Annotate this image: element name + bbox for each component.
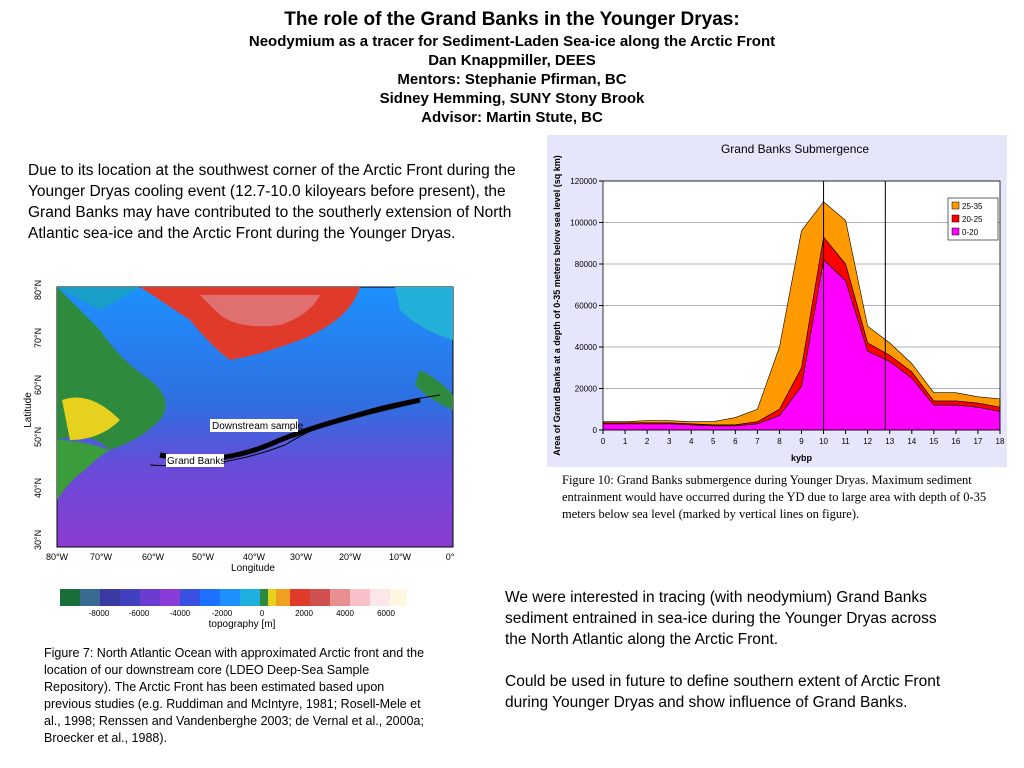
- lon-label: 70°W: [90, 552, 113, 562]
- lat-label: 80°N: [33, 280, 43, 300]
- map: Downstream sample Grand Banks: [56, 286, 454, 548]
- x-tick-label: 17: [973, 437, 982, 446]
- header: The role of the Grand Banks in the Young…: [0, 8, 1024, 127]
- figure-caption: Figure 7: North Atlantic Ocean with appr…: [44, 646, 425, 745]
- colorbar-tick: -6000: [129, 609, 150, 618]
- lat-label: 30°N: [33, 530, 43, 550]
- paragraph: Could be used in future to define southe…: [505, 673, 941, 711]
- advisor: Advisor: Martin Stute, BC: [421, 109, 603, 126]
- lon-label: 10°W: [389, 552, 412, 562]
- mentor: Mentors: Stephanie Pfirman, BC: [397, 71, 627, 88]
- map-annotation: Grand Banks: [167, 456, 225, 467]
- x-tick-label: 7: [755, 437, 760, 446]
- colorbar-tick: 4000: [336, 609, 354, 618]
- x-tick-label: 2: [645, 437, 650, 446]
- legend-label: 25-35: [962, 202, 983, 211]
- x-tick-label: 6: [733, 437, 738, 446]
- colorbar-tick: -8000: [89, 609, 110, 618]
- plot-border: [602, 180, 1001, 431]
- y-tick-label: 120000: [570, 177, 597, 186]
- lon-label: 50°W: [192, 552, 215, 562]
- lon-label: 20°W: [339, 552, 362, 562]
- mentor: Sidney Hemming, SUNY Stony Brook: [379, 90, 645, 107]
- x-tick-label: 5: [711, 437, 716, 446]
- lon-label: 0°: [446, 552, 455, 562]
- axis-label: Latitude: [23, 392, 34, 428]
- x-axis-label: kybp: [791, 453, 813, 463]
- colorbar-tick: 6000: [377, 609, 395, 618]
- x-tick-label: 1: [623, 437, 628, 446]
- x-tick-label: 3: [667, 437, 672, 446]
- x-tick-label: 8: [777, 437, 782, 446]
- x-tick-label: 18: [996, 437, 1005, 446]
- y-tick-label: 100000: [570, 219, 597, 228]
- map-annotation: Downstream sample: [212, 421, 304, 432]
- colorbar: [60, 589, 407, 606]
- body: We were interested in tracing (with neod…: [505, 587, 945, 713]
- axis-label: Longitude: [231, 563, 275, 574]
- x-tick-label: 0: [601, 437, 606, 446]
- lon-label: 80°W: [46, 552, 69, 562]
- legend-label: 20-25: [962, 215, 983, 224]
- lon-label: 30°W: [290, 552, 313, 562]
- label-box: [166, 454, 224, 467]
- x-tick-label: 16: [951, 437, 960, 446]
- y-tick-label: 40000: [575, 343, 598, 352]
- lat-label: 70°N: [33, 328, 43, 348]
- x-tick-label: 15: [929, 437, 938, 446]
- subtitle: Neodymium as a tracer for Sediment-Laden…: [248, 33, 776, 50]
- figure-caption: Figure 10: Grand Banks submergence durin…: [562, 473, 987, 521]
- y-tick-label: 80000: [575, 260, 598, 269]
- lon-label: 60°W: [142, 552, 165, 562]
- intro: Due to its location at the southwest cor…: [28, 162, 516, 242]
- shelf: [57, 287, 140, 310]
- land: [57, 440, 110, 500]
- legend-swatch: [951, 227, 960, 236]
- x-tick-label: 10: [819, 437, 828, 446]
- y-tick-label: 0: [593, 426, 598, 435]
- x-tick-label: 9: [799, 437, 804, 446]
- x-tick-label: 11: [841, 437, 850, 446]
- chart-title: Grand Banks Submergence: [721, 142, 869, 156]
- shelf: [395, 287, 453, 340]
- legend-swatch: [951, 214, 960, 223]
- x-tick-label: 12: [863, 437, 872, 446]
- x-tick-label: 14: [907, 437, 916, 446]
- lat-label: 50°N: [33, 427, 43, 447]
- y-axis-label: Area of Grand Banks at a depth of 0-35 m…: [552, 155, 562, 456]
- y-tick-label: 60000: [575, 302, 598, 311]
- greenland-ice: [200, 295, 320, 327]
- author: Dan Knappmiller, DEES: [428, 52, 596, 69]
- x-tick-label: 13: [885, 437, 894, 446]
- lat-label: 40°N: [33, 478, 43, 498]
- colorbar-tick: 2000: [295, 609, 313, 618]
- land: [415, 370, 453, 410]
- colorbar-label: topography [m]: [209, 619, 276, 630]
- colorbar-tick: 0: [260, 609, 265, 618]
- y-tick-label: 20000: [575, 385, 598, 394]
- lat-label: 60°N: [33, 375, 43, 395]
- land: [62, 397, 120, 440]
- title: The role of the Grand Banks in the Young…: [284, 9, 740, 30]
- colorbar-tick: -4000: [170, 609, 191, 618]
- label-box: [210, 419, 298, 432]
- paragraph: We were interested in tracing (with neod…: [505, 589, 937, 648]
- legend-label: 0-20: [962, 228, 979, 237]
- x-tick-label: 4: [689, 437, 694, 446]
- legend-swatch: [951, 201, 960, 210]
- lon-label: 40°W: [243, 552, 266, 562]
- colorbar-tick: -2000: [212, 609, 233, 618]
